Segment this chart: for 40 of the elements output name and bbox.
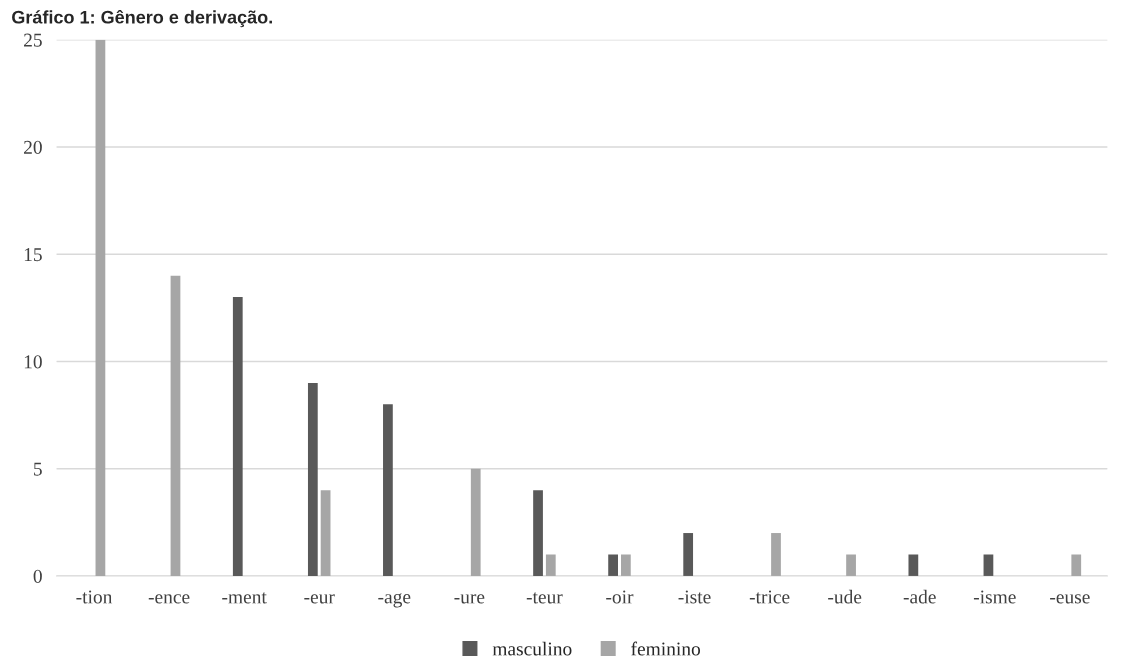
x-tick-label: -teur [526,592,563,604]
y-tick-label: 15 [24,248,42,262]
bar [771,533,781,576]
legend-label: feminino [631,641,701,656]
x-tick-label: -trice [749,590,790,604]
bar [232,297,243,576]
bar [383,404,393,576]
x-tick-label: -ude [828,589,862,604]
bar [983,554,994,576]
x-tick-label: -age [378,593,411,608]
bar [470,468,481,576]
x-tick-label: -isme [973,590,1016,604]
x-tick-label: -oir [606,590,634,604]
bar [620,554,631,576]
bar [846,554,856,576]
x-tick-label: -ment [222,592,267,604]
x-tick-label: -tion [76,590,113,604]
bar [545,554,556,576]
y-tick-label: 0 [33,569,42,583]
y-tick-label: 25 [24,33,42,47]
x-tick-label: -eur [304,594,335,604]
chart-title: Gráfico 1: Gênero e derivação. [12,9,272,28]
bar [320,490,331,576]
bar [908,554,919,576]
x-tick-label: -iste [678,590,711,604]
x-tick-label: -ure [454,594,485,604]
x-tick-label: -ade [903,589,936,604]
y-tick-label: 20 [24,140,42,154]
x-tick-label: -ence [148,594,190,604]
bar [608,554,618,576]
bar [533,490,543,576]
bar [1071,554,1082,576]
bar [307,382,318,576]
bar [95,39,106,576]
bar [170,275,181,576]
x-tick-label: -euse [1050,594,1090,604]
legend-label: masculino [492,641,572,656]
y-tick-label: 5 [34,462,42,476]
y-tick-label: 10 [24,355,42,369]
bar [683,533,694,576]
